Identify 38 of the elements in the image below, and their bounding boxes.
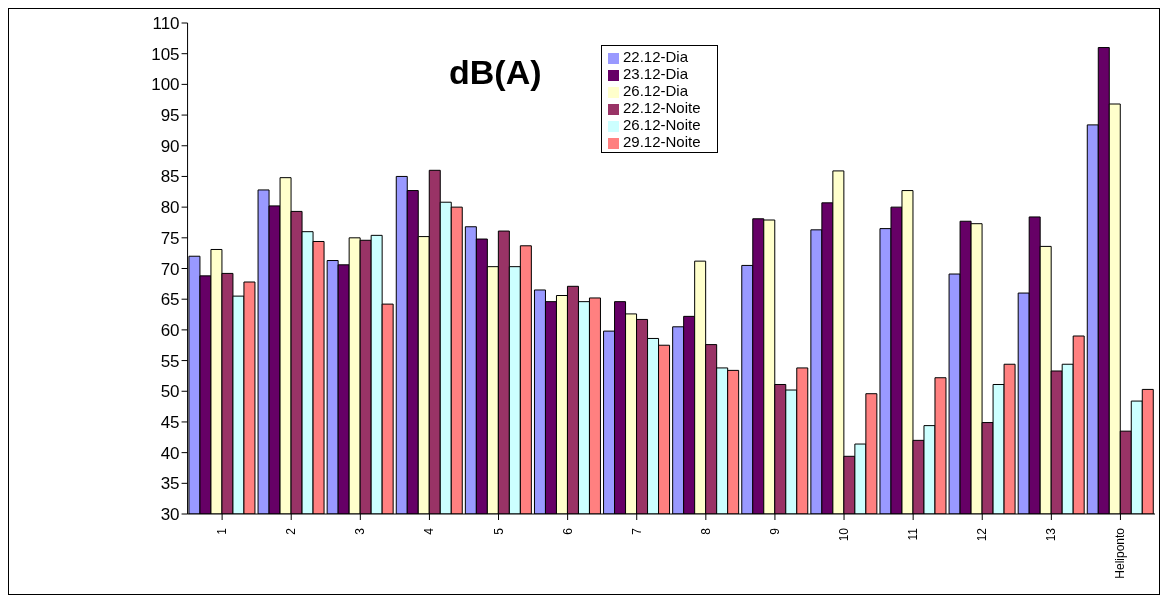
y-tick-label: 110	[152, 14, 180, 34]
legend-label: 22.12-Dia	[623, 48, 689, 65]
y-tick-label: 50	[160, 382, 180, 402]
legend-label: 22.12-Noite	[623, 99, 701, 116]
x-tick-label: 3	[353, 527, 368, 535]
y-tick-label: 30	[160, 505, 180, 525]
y-tick-label: 75	[160, 228, 180, 248]
y-tick-label: 55	[160, 351, 180, 371]
x-tick-label: 7	[629, 527, 644, 535]
text: dB(A)	[449, 53, 542, 92]
y-tick-label: 105	[151, 44, 180, 64]
x-tick-label: 5	[491, 527, 506, 535]
x-tick-label: 8	[698, 527, 713, 535]
y-tick-label: 70	[160, 259, 180, 279]
legend-label: 29.12-Noite	[623, 133, 701, 150]
x-tick-label: 12	[975, 527, 990, 542]
y-tick-label: 95	[160, 106, 180, 126]
x-tick-label: 9	[767, 527, 782, 535]
legend-label: 23.12-Dia	[623, 65, 689, 82]
y-tick-label: 35	[160, 474, 180, 494]
x-tick-label: 10	[837, 527, 852, 542]
y-tick-label: 85	[160, 167, 180, 187]
y-tick-label: 90	[160, 136, 180, 156]
x-tick-label: 13	[1044, 527, 1059, 542]
y-tick-label: 80	[160, 198, 180, 218]
x-tick-label: 4	[422, 527, 437, 535]
x-tick-label: 2	[284, 527, 299, 535]
y-tick-label: 40	[160, 443, 180, 463]
y-tick-label: 60	[160, 320, 180, 340]
x-tick-label: Heliponto	[1113, 527, 1128, 579]
y-tick-label: 100	[151, 75, 180, 95]
legend-label: 26.12-Noite	[623, 116, 701, 133]
legend-label: 26.12-Dia	[623, 82, 689, 99]
x-tick-label: 11	[906, 527, 921, 541]
x-tick-label: 6	[560, 527, 575, 535]
y-tick-label: 65	[160, 290, 180, 310]
y-tick-label: 45	[160, 412, 180, 432]
x-tick-label: 1	[215, 527, 230, 535]
